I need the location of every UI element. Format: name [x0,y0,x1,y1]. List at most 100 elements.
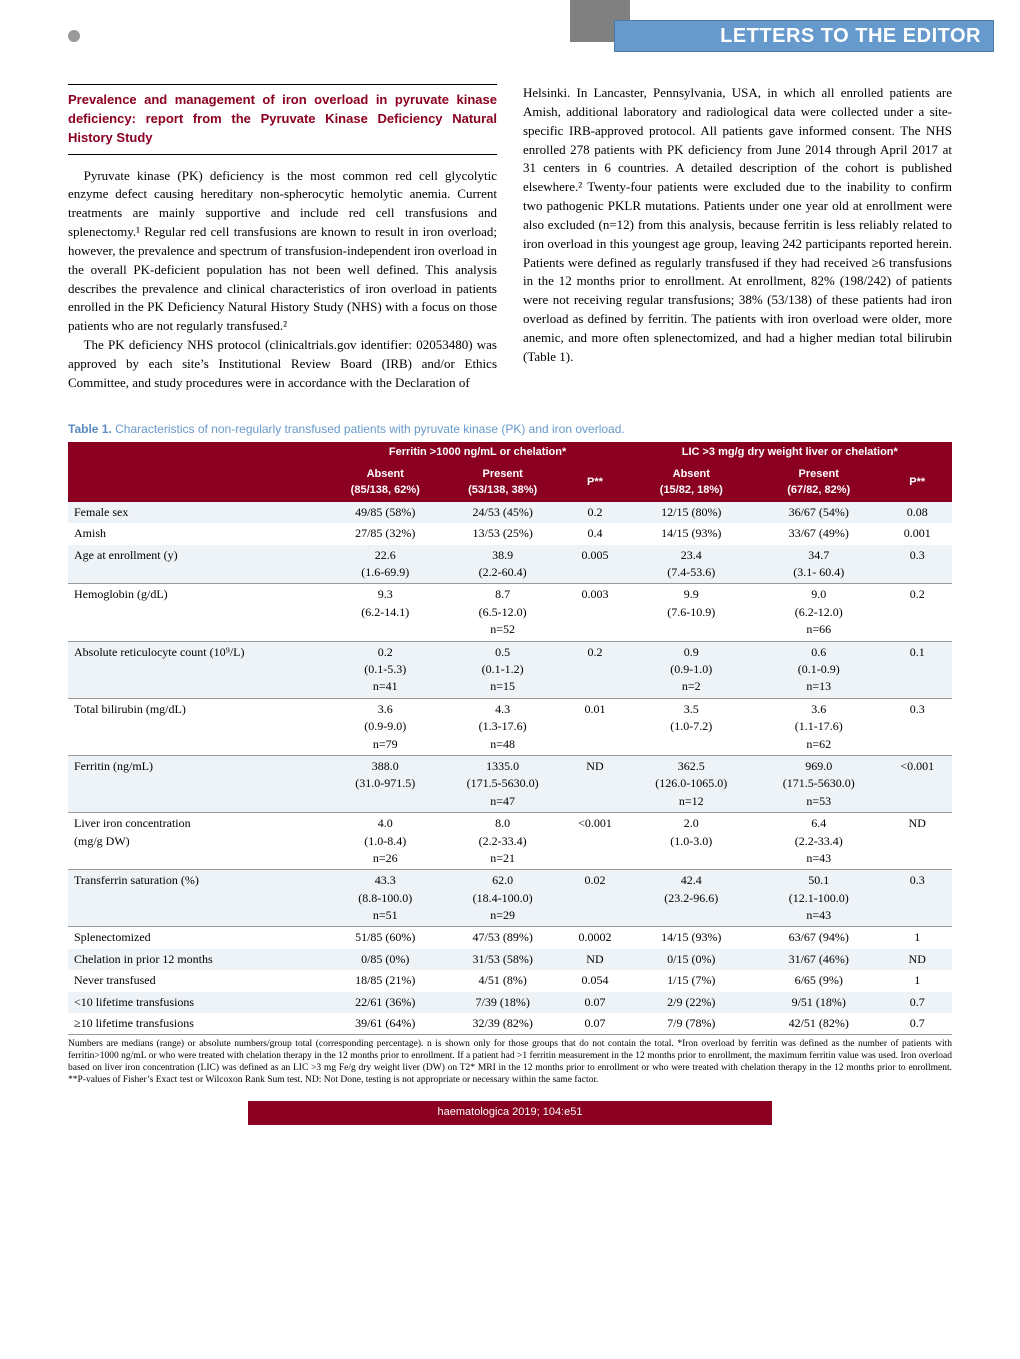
row-cell: 32/39 (82%) [443,1013,562,1035]
table-caption-text: Characteristics of non-regularly transfu… [115,422,625,436]
row-cell: 33/67 (49%) [755,523,882,544]
row-cell: 3.5(1.0-7.2) [628,698,755,755]
table-row: Never transfused18/85 (21%)4/51 (8%)0.05… [68,970,952,991]
row-cell: 4.0(1.0-8.4)n=26 [328,813,443,870]
main-content: Prevalence and management of iron overlo… [0,84,1020,1165]
table-row: Age at enrollment (y)22.6(1.6-69.9)38.9(… [68,545,952,584]
row-cell: ND [562,949,627,970]
row-cell: 0/15 (0%) [628,949,755,970]
right-paragraph-1: Helsinki. In Lancaster, Pennsylvania, US… [523,84,952,367]
table-caption-label: Table 1. [68,422,112,436]
page-header: LETTERS TO THE EDITOR [0,0,1020,64]
row-cell: 0.01 [562,698,627,755]
row-cell: 31/53 (58%) [443,949,562,970]
table-footnote: Numbers are medians (range) or absolute … [68,1039,952,1087]
th-col-4: Absent(15/82, 18%) [628,464,755,502]
left-column: Prevalence and management of iron overlo… [68,84,497,393]
row-cell: 27/85 (32%) [328,523,443,544]
row-label: Splenectomized [68,927,328,949]
row-cell: 9.0(6.2-12.0)n=66 [755,584,882,641]
row-cell: 362.5(126.0-1065.0)n=12 [628,755,755,812]
row-cell: 969.0(171.5-5630.0)n=53 [755,755,882,812]
table-row: Female sex49/85 (58%)24/53 (45%)0.212/15… [68,502,952,523]
table-row: Liver iron concentration(mg/g DW)4.0(1.0… [68,813,952,870]
row-cell: ND [882,949,952,970]
th-col-0 [68,464,328,502]
right-column: Helsinki. In Lancaster, Pennsylvania, US… [523,84,952,393]
row-cell: 24/53 (45%) [443,502,562,523]
row-cell: 7/39 (18%) [443,992,562,1013]
row-cell: 8.0(2.2-33.4)n=21 [443,813,562,870]
row-cell: 39/61 (64%) [328,1013,443,1035]
table-row: Chelation in prior 12 months0/85 (0%)31/… [68,949,952,970]
table-row: <10 lifetime transfusions22/61 (36%)7/39… [68,992,952,1013]
row-cell: 0.005 [562,545,627,584]
row-label: Female sex [68,502,328,523]
section-title: LETTERS TO THE EDITOR [720,22,981,51]
row-cell: 7/9 (78%) [628,1013,755,1035]
row-cell: <0.001 [882,755,952,812]
th-col-6: P** [882,464,952,502]
journal-line: haematologica 2019; 104:e51 [438,1106,583,1118]
table-row: Absolute reticulocyte count (10⁹/L)0.2(0… [68,641,952,698]
row-cell: 0.3 [882,870,952,927]
row-cell: 0.003 [562,584,627,641]
table-row: Total bilirubin (mg/dL)3.6(0.9-9.0)n=794… [68,698,952,755]
row-cell: ND [562,755,627,812]
th-span-lic: LIC >3 mg/g dry weight liver or chelatio… [628,442,952,464]
row-label: <10 lifetime transfusions [68,992,328,1013]
row-label: ≥10 lifetime transfusions [68,1013,328,1035]
article-title: Prevalence and management of iron overlo… [68,84,497,155]
row-cell: 1 [882,970,952,991]
row-cell: 6/65 (9%) [755,970,882,991]
row-label: Hemoglobin (g/dL) [68,584,328,641]
article-columns: Prevalence and management of iron overlo… [68,84,952,393]
row-cell: 43.3(8.8-100.0)n=51 [328,870,443,927]
th-col-1: Absent(85/138, 62%) [328,464,443,502]
row-label: Ferritin (ng/mL) [68,755,328,812]
table-row: Ferritin (ng/mL)388.0(31.0-971.5)1335.0(… [68,755,952,812]
th-col-3: P** [562,464,627,502]
row-cell: 0.2 [562,502,627,523]
table-row: Amish27/85 (32%)13/53 (25%)0.414/15 (93%… [68,523,952,544]
th-blank [68,442,328,464]
row-cell: 23.4(7.4-53.6) [628,545,755,584]
row-cell: 0.9(0.9-1.0)n=2 [628,641,755,698]
row-cell: 0.2 [882,584,952,641]
row-cell: 14/15 (93%) [628,927,755,949]
header-bullet-icon [68,30,80,42]
row-cell: 0.3 [882,698,952,755]
row-cell: 3.6(0.9-9.0)n=79 [328,698,443,755]
row-label: Amish [68,523,328,544]
row-label: Never transfused [68,970,328,991]
row-cell: 50.1(12.1-100.0)n=43 [755,870,882,927]
row-cell: 1/15 (7%) [628,970,755,991]
th-col-5: Present(67/82, 82%) [755,464,882,502]
row-cell: 0.07 [562,992,627,1013]
row-cell: 14/15 (93%) [628,523,755,544]
row-cell: 42/51 (82%) [755,1013,882,1035]
row-cell: 49/85 (58%) [328,502,443,523]
row-label: Transferrin saturation (%) [68,870,328,927]
row-cell: 13/53 (25%) [443,523,562,544]
row-cell: 0.02 [562,870,627,927]
row-cell: 0.4 [562,523,627,544]
row-cell: 0/85 (0%) [328,949,443,970]
row-cell: 4/51 (8%) [443,970,562,991]
table-caption: Table 1. Characteristics of non-regularl… [68,421,952,438]
row-cell: 2.0(1.0-3.0) [628,813,755,870]
row-label: Absolute reticulocyte count (10⁹/L) [68,641,328,698]
row-cell: 22.6(1.6-69.9) [328,545,443,584]
journal-footer: haematologica 2019; 104:e51 [248,1101,772,1125]
row-cell: 18/85 (21%) [328,970,443,991]
left-paragraph-2: The PK deficiency NHS protocol (clinical… [68,336,497,393]
row-cell: ND [882,813,952,870]
row-label: Chelation in prior 12 months [68,949,328,970]
th-span-ferritin: Ferritin >1000 ng/mL or chelation* [328,442,628,464]
row-cell: 0.7 [882,1013,952,1035]
row-cell: 31/67 (46%) [755,949,882,970]
row-cell: 36/67 (54%) [755,502,882,523]
row-cell: 388.0(31.0-971.5) [328,755,443,812]
row-label: Total bilirubin (mg/dL) [68,698,328,755]
row-cell: 42.4(23.2-96.6) [628,870,755,927]
